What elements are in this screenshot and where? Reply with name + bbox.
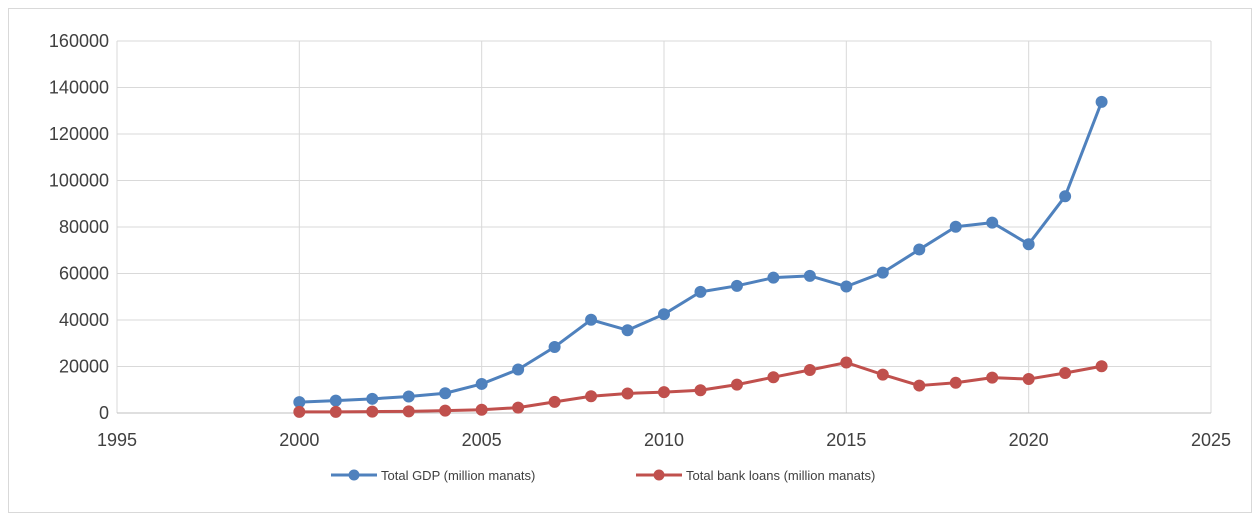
x-tick-label: 2020 <box>1009 430 1049 450</box>
data-point <box>1022 373 1035 386</box>
x-tick-label: 2015 <box>826 430 866 450</box>
data-point <box>767 271 780 284</box>
data-point <box>402 405 415 418</box>
data-point <box>949 376 962 389</box>
legend-item-1: Total bank loans (million manats) <box>636 468 875 483</box>
series-plot-area <box>293 95 1108 418</box>
y-tick-label: 120000 <box>49 124 109 144</box>
y-tick-label: 60000 <box>59 264 109 284</box>
data-point <box>913 379 926 392</box>
data-point <box>913 243 926 256</box>
series-1 <box>293 356 1108 418</box>
data-point <box>366 392 379 405</box>
series-0 <box>293 95 1108 409</box>
x-tick-label: 2010 <box>644 430 684 450</box>
x-tick-label: 2000 <box>279 430 319 450</box>
data-point <box>986 216 999 229</box>
y-tick-label: 80000 <box>59 217 109 237</box>
data-point <box>366 405 379 418</box>
y-tick-label: 0 <box>99 403 109 423</box>
data-point <box>475 403 488 416</box>
data-point <box>585 313 598 326</box>
data-point <box>730 378 743 391</box>
legend-label: Total bank loans (million manats) <box>686 468 875 483</box>
data-point <box>1059 367 1072 380</box>
data-point <box>402 390 415 403</box>
y-tick-label: 140000 <box>49 78 109 98</box>
data-point <box>803 269 816 282</box>
data-point <box>329 405 342 418</box>
data-point <box>658 386 670 399</box>
data-point <box>548 395 561 408</box>
data-point <box>767 371 780 384</box>
data-point <box>621 387 634 400</box>
x-tick-label: 2005 <box>462 430 502 450</box>
data-point <box>621 324 634 337</box>
data-point <box>512 401 525 414</box>
series-line <box>299 101 1103 404</box>
data-point <box>949 220 962 233</box>
line-chart: 0 20000 40000 60000 80000 100000 120000 140000 1… <box>49 31 1231 483</box>
axes: 0 20000 40000 60000 80000 100000 120000 140000 1… <box>49 31 1231 450</box>
data-point <box>1095 95 1108 108</box>
data-point <box>658 308 670 321</box>
data-point <box>512 363 525 376</box>
legend-marker-icon <box>348 469 360 481</box>
data-point <box>439 404 452 417</box>
data-point <box>876 368 889 381</box>
data-point <box>548 340 561 353</box>
y-tick-label: 40000 <box>59 310 109 330</box>
data-point <box>694 285 707 298</box>
y-tick-label: 160000 <box>49 31 109 51</box>
legend: Total GDP (million manats) Total bank loa… <box>331 468 875 483</box>
data-point <box>475 377 488 390</box>
data-point <box>730 279 743 292</box>
legend-marker-icon <box>653 469 665 481</box>
data-point <box>803 363 816 376</box>
y-tick-label: 100000 <box>49 171 109 191</box>
legend-label: Total GDP (million manats) <box>381 468 535 483</box>
data-point <box>876 266 889 279</box>
chart-frame: 0 20000 40000 60000 80000 100000 120000 140000 1… <box>8 8 1252 513</box>
y-tick-label: 20000 <box>59 357 109 377</box>
data-point <box>840 280 853 293</box>
data-point <box>1095 360 1108 373</box>
data-point <box>585 390 598 403</box>
x-tick-label: 1995 <box>97 430 137 450</box>
gridlines <box>116 40 1212 414</box>
data-point <box>439 387 452 400</box>
data-point <box>986 371 999 384</box>
data-point <box>1022 238 1035 251</box>
x-tick-label: 2025 <box>1191 430 1231 450</box>
data-point <box>1059 190 1072 203</box>
data-point <box>329 394 342 407</box>
legend-item-0: Total GDP (million manats) <box>331 468 535 483</box>
data-point <box>694 384 707 397</box>
data-point <box>840 356 853 369</box>
data-point <box>293 405 306 418</box>
